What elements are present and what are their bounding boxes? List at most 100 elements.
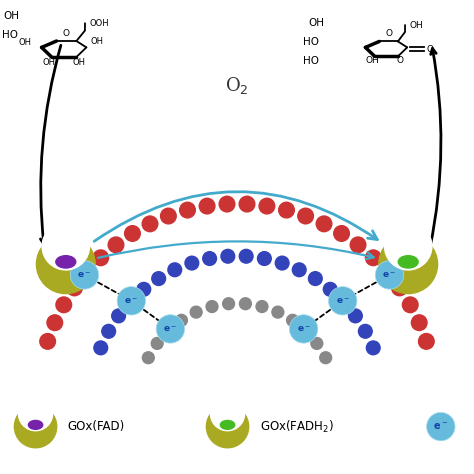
Circle shape (419, 334, 434, 349)
Circle shape (175, 314, 187, 326)
Circle shape (36, 235, 95, 293)
FancyArrowPatch shape (94, 191, 377, 241)
Circle shape (223, 298, 235, 310)
Circle shape (206, 405, 249, 448)
Text: O: O (397, 56, 404, 65)
Text: OH: OH (18, 38, 31, 47)
Circle shape (328, 287, 357, 315)
Circle shape (411, 315, 427, 330)
Text: OH: OH (4, 11, 20, 21)
Circle shape (152, 272, 165, 285)
Text: GOx(FAD): GOx(FAD) (67, 420, 125, 433)
Circle shape (402, 297, 418, 313)
Circle shape (203, 252, 217, 265)
Circle shape (180, 202, 195, 218)
Circle shape (124, 295, 137, 309)
Text: HO: HO (303, 56, 319, 66)
Circle shape (379, 235, 438, 293)
Circle shape (221, 249, 235, 263)
Text: OH: OH (365, 56, 379, 65)
Ellipse shape (28, 420, 43, 429)
Text: OH: OH (43, 57, 55, 66)
Text: e$^-$: e$^-$ (336, 296, 350, 306)
Circle shape (239, 196, 255, 212)
Text: HO: HO (303, 37, 319, 47)
Ellipse shape (56, 255, 76, 268)
Circle shape (108, 237, 124, 253)
Circle shape (384, 222, 432, 270)
Circle shape (151, 337, 163, 349)
Circle shape (168, 263, 182, 277)
Circle shape (275, 256, 289, 270)
Circle shape (379, 264, 395, 280)
Circle shape (290, 315, 318, 343)
Circle shape (215, 395, 240, 421)
Circle shape (300, 325, 311, 337)
Circle shape (142, 216, 158, 232)
Text: e$^-$: e$^-$ (124, 296, 138, 306)
Circle shape (392, 280, 407, 296)
Circle shape (427, 412, 455, 441)
Circle shape (239, 249, 253, 263)
Circle shape (366, 341, 380, 355)
Circle shape (375, 261, 404, 289)
Circle shape (316, 216, 332, 232)
Circle shape (79, 264, 95, 280)
Circle shape (256, 301, 268, 312)
Circle shape (206, 301, 218, 312)
Text: OH: OH (73, 57, 85, 66)
Circle shape (272, 306, 284, 318)
Circle shape (163, 325, 174, 337)
Circle shape (67, 280, 82, 296)
Text: OH: OH (410, 21, 424, 30)
Circle shape (323, 283, 337, 296)
Circle shape (142, 352, 154, 364)
Circle shape (94, 341, 108, 355)
Text: e$^-$: e$^-$ (77, 270, 91, 280)
Circle shape (287, 314, 299, 326)
Circle shape (125, 226, 140, 241)
Circle shape (219, 196, 235, 212)
Circle shape (210, 397, 245, 431)
Ellipse shape (398, 255, 418, 268)
Circle shape (112, 309, 126, 323)
Circle shape (23, 395, 48, 421)
Circle shape (358, 324, 372, 338)
Text: HO: HO (2, 30, 18, 40)
Circle shape (93, 250, 109, 265)
Circle shape (309, 272, 322, 285)
Circle shape (348, 309, 362, 323)
Circle shape (390, 220, 426, 256)
Circle shape (18, 397, 53, 431)
Circle shape (239, 298, 251, 310)
Circle shape (365, 250, 381, 265)
Circle shape (70, 261, 99, 289)
Text: O: O (426, 45, 433, 54)
Circle shape (137, 283, 151, 296)
Text: O: O (63, 29, 70, 37)
Circle shape (156, 315, 184, 343)
Circle shape (102, 324, 116, 338)
Circle shape (185, 256, 199, 270)
Circle shape (320, 352, 332, 364)
Circle shape (190, 306, 202, 318)
Text: e$^-$: e$^-$ (297, 324, 310, 334)
Text: O$_2$: O$_2$ (225, 75, 249, 96)
Circle shape (279, 202, 294, 218)
Circle shape (337, 295, 350, 309)
Text: OH: OH (90, 36, 103, 46)
Circle shape (334, 226, 349, 241)
Text: OH: OH (308, 18, 324, 28)
Circle shape (47, 315, 63, 330)
Text: e$^-$: e$^-$ (433, 421, 448, 432)
Circle shape (311, 337, 323, 349)
Text: O: O (385, 29, 392, 38)
Circle shape (56, 297, 72, 313)
Text: e$^-$: e$^-$ (383, 270, 397, 280)
Circle shape (117, 287, 146, 315)
Text: OOH: OOH (90, 19, 109, 28)
Text: GOx(FADH$_2$): GOx(FADH$_2$) (260, 419, 334, 435)
Text: e$^-$: e$^-$ (164, 324, 177, 334)
Circle shape (40, 334, 55, 349)
Circle shape (161, 208, 176, 224)
